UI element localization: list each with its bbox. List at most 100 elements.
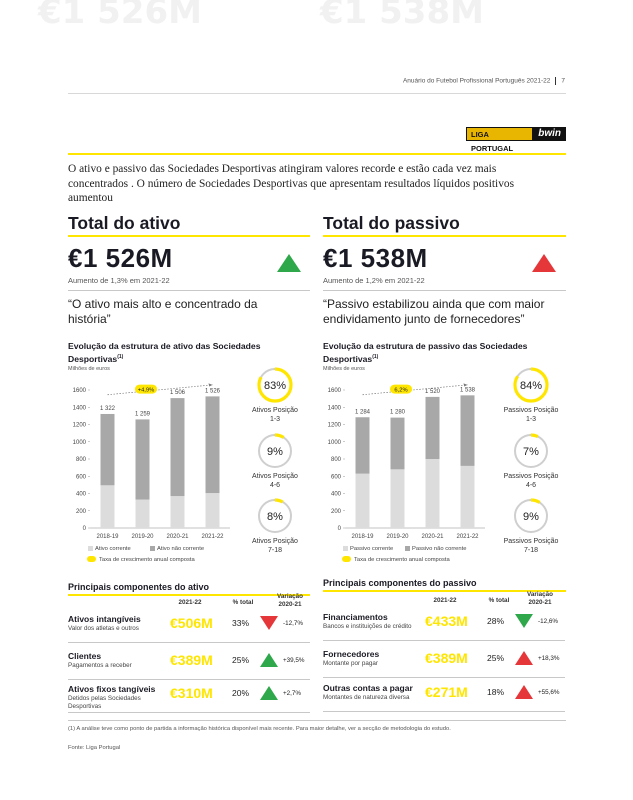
ativo-chart-title: Evolução da estrutura de ativo das Socie… bbox=[68, 341, 261, 364]
ativo-bar-current bbox=[205, 493, 220, 528]
passivo-bar-noncurrent bbox=[390, 417, 405, 470]
ativo-row-variation: -12,7% bbox=[283, 620, 303, 627]
ativo-bar-current bbox=[135, 499, 150, 528]
ativo-row-desc: Detidos pelas Sociedades Desportivas bbox=[68, 695, 141, 710]
passivo-legend-cagr: Taxa de crescimento anual composta bbox=[354, 557, 450, 563]
passivo-row-divider bbox=[323, 640, 565, 641]
ghost-value-left: €1 526M bbox=[38, 0, 202, 32]
ghost-value-right: €1 538M bbox=[320, 0, 484, 32]
passivo-cagr-arrowhead bbox=[463, 383, 468, 387]
ativo-ring-fill bbox=[257, 367, 293, 403]
ativo-row-desc: Pagamentos a receber bbox=[68, 662, 132, 669]
ativo-legend-swatch-cagr bbox=[87, 556, 96, 562]
passivo-up-arrow-icon bbox=[515, 685, 533, 699]
passivo-quote: “Passivo estabilizou ainda que com maior… bbox=[323, 297, 545, 326]
ativo-ytick-label: 0 bbox=[83, 526, 87, 532]
ativo-row-variation: +2,7% bbox=[283, 690, 302, 697]
ativo-bar-chart: 0 200 400 600 800 1000 1200 1400 1600 1 322 2018-1… bbox=[73, 383, 230, 563]
ativo-cagr-arrowhead bbox=[208, 383, 213, 387]
passivo-down-arrow-icon bbox=[515, 614, 533, 628]
running-title: Anuário do Futebol Profissional Portuguê… bbox=[402, 77, 551, 85]
passivo-total-label: 1 520 bbox=[425, 389, 441, 395]
passivo-ytick-label: 200 bbox=[331, 509, 342, 515]
passivo-col-year: 2021-22 bbox=[433, 597, 457, 604]
ativo-row-pct: 25% bbox=[232, 655, 250, 665]
passivo-total-label: 1 280 bbox=[390, 410, 406, 416]
passivo-row-name: Financiamentos bbox=[323, 612, 388, 622]
passivo-row-value: €433M bbox=[425, 613, 468, 629]
ativo-legend-swatch-noncurrent bbox=[150, 546, 155, 551]
passivo-up-arrow-icon bbox=[515, 651, 533, 665]
ativo-ytick-label: 200 bbox=[76, 509, 87, 515]
passivo-ring-fill bbox=[513, 498, 549, 534]
passivo-row-name: Fornecedores bbox=[323, 649, 380, 659]
ativo-row-pct: 33% bbox=[232, 618, 250, 628]
passivo-row-variation: -12,6% bbox=[538, 618, 558, 625]
passivo-legend-current: Passivo corrente bbox=[350, 546, 393, 552]
ativo-down-arrow-icon bbox=[260, 616, 278, 630]
ativo-ytick-label: 1200 bbox=[73, 423, 87, 429]
ativo-cagr-badge bbox=[135, 384, 157, 394]
passivo-total-label: 1 538 bbox=[460, 387, 476, 393]
ativo-ring-pct: 8% bbox=[267, 511, 283, 523]
intro-paragraph: O ativo e passivo das Sociedades Desport… bbox=[68, 163, 515, 204]
running-header: Anuário do Futebol Profissional Portuguê… bbox=[403, 77, 565, 85]
passivo-col-var: Variação 2020-21 bbox=[527, 591, 553, 606]
passivo-row-divider bbox=[323, 711, 565, 712]
ativo-xtick-label: 2020-21 bbox=[166, 534, 189, 540]
ativo-row-value: €506M bbox=[170, 615, 213, 631]
passivo-cagr-badge bbox=[390, 384, 412, 394]
ativo-chart-unit: Milhões de euros bbox=[68, 366, 110, 372]
ativo-row-divider bbox=[68, 712, 310, 713]
passivo-bar-noncurrent bbox=[355, 417, 370, 474]
ativo-ring-label: Ativos Posição 7-18 bbox=[252, 538, 298, 554]
passivo-ytick-label: 1600 bbox=[328, 388, 342, 394]
passivo-components-title: Principais componentes do passivo bbox=[323, 578, 477, 588]
passivo-row-divider bbox=[323, 677, 565, 678]
passivo-legend-swatch-cagr bbox=[342, 556, 351, 562]
passivo-ytick-label: 800 bbox=[331, 457, 342, 463]
passivo-title: Total do passivo bbox=[323, 213, 460, 233]
footnote: (1) A análise teve como ponto de partida… bbox=[68, 726, 451, 732]
passivo-ytick-label: 1400 bbox=[328, 405, 342, 411]
passivo-bar-current bbox=[425, 459, 440, 528]
passivo-row-value: €389M bbox=[425, 650, 468, 666]
ativo-ytick-label: 1400 bbox=[73, 405, 87, 411]
passivo-bar-noncurrent bbox=[460, 395, 475, 466]
passivo-growth-text: Aumento de 1,2% em 2021-22 bbox=[323, 276, 425, 285]
ativo-ytick-label: 1000 bbox=[73, 440, 87, 446]
passivo-row-variation: +18,3% bbox=[538, 655, 560, 662]
passivo-total-label: 1 284 bbox=[355, 409, 371, 415]
ativo-ytick-label: 400 bbox=[76, 492, 87, 498]
passivo-ring-label: Passivos Posição 7-18 bbox=[503, 538, 559, 554]
ativo-title: Total do ativo bbox=[68, 213, 181, 233]
passivo-bar-noncurrent bbox=[425, 396, 440, 459]
ativo-ring-2: 9% bbox=[257, 433, 293, 469]
ativo-row-variation: +39,5% bbox=[283, 657, 305, 664]
ativo-legend-noncurrent: Ativo não corrente bbox=[157, 546, 204, 552]
passivo-row-desc: Montante por pagar bbox=[323, 660, 378, 667]
passivo-cagr-value: 6,2% bbox=[394, 388, 407, 394]
ativo-quote: “O ativo mais alto e concentrado da hist… bbox=[68, 297, 258, 326]
passivo-row-pct: 28% bbox=[487, 616, 505, 626]
ativo-row-pct: 20% bbox=[232, 688, 250, 698]
passivo-ytick-label: 400 bbox=[331, 492, 342, 498]
passivo-bar-current bbox=[355, 473, 370, 528]
ativo-bar-noncurrent bbox=[205, 396, 220, 494]
yellow-rule-top bbox=[68, 153, 566, 155]
ativo-total-label: 1 322 bbox=[100, 406, 116, 412]
ativo-ytick-label: 600 bbox=[76, 474, 87, 480]
ativo-xtick-label: 2021-22 bbox=[201, 534, 224, 540]
passivo-row-value: €271M bbox=[425, 684, 468, 700]
passivo-bar-current bbox=[390, 469, 405, 528]
ativo-row-name: Ativos intangíveis bbox=[68, 614, 141, 624]
passivo-row-variation: +55,6% bbox=[538, 689, 560, 696]
ativo-ring-label: Ativos Posição 1-3 bbox=[252, 407, 298, 423]
ativo-cagr-arrow bbox=[107, 384, 213, 396]
passivo-legend-swatch-current bbox=[343, 546, 348, 551]
ativo-row-name: Ativos fixos tangíveis bbox=[68, 684, 156, 694]
passivo-row-pct: 18% bbox=[487, 687, 505, 697]
header-divider bbox=[68, 93, 566, 94]
ativo-bar-noncurrent bbox=[170, 398, 185, 497]
passivo-xtick-label: 2021-22 bbox=[456, 534, 479, 540]
